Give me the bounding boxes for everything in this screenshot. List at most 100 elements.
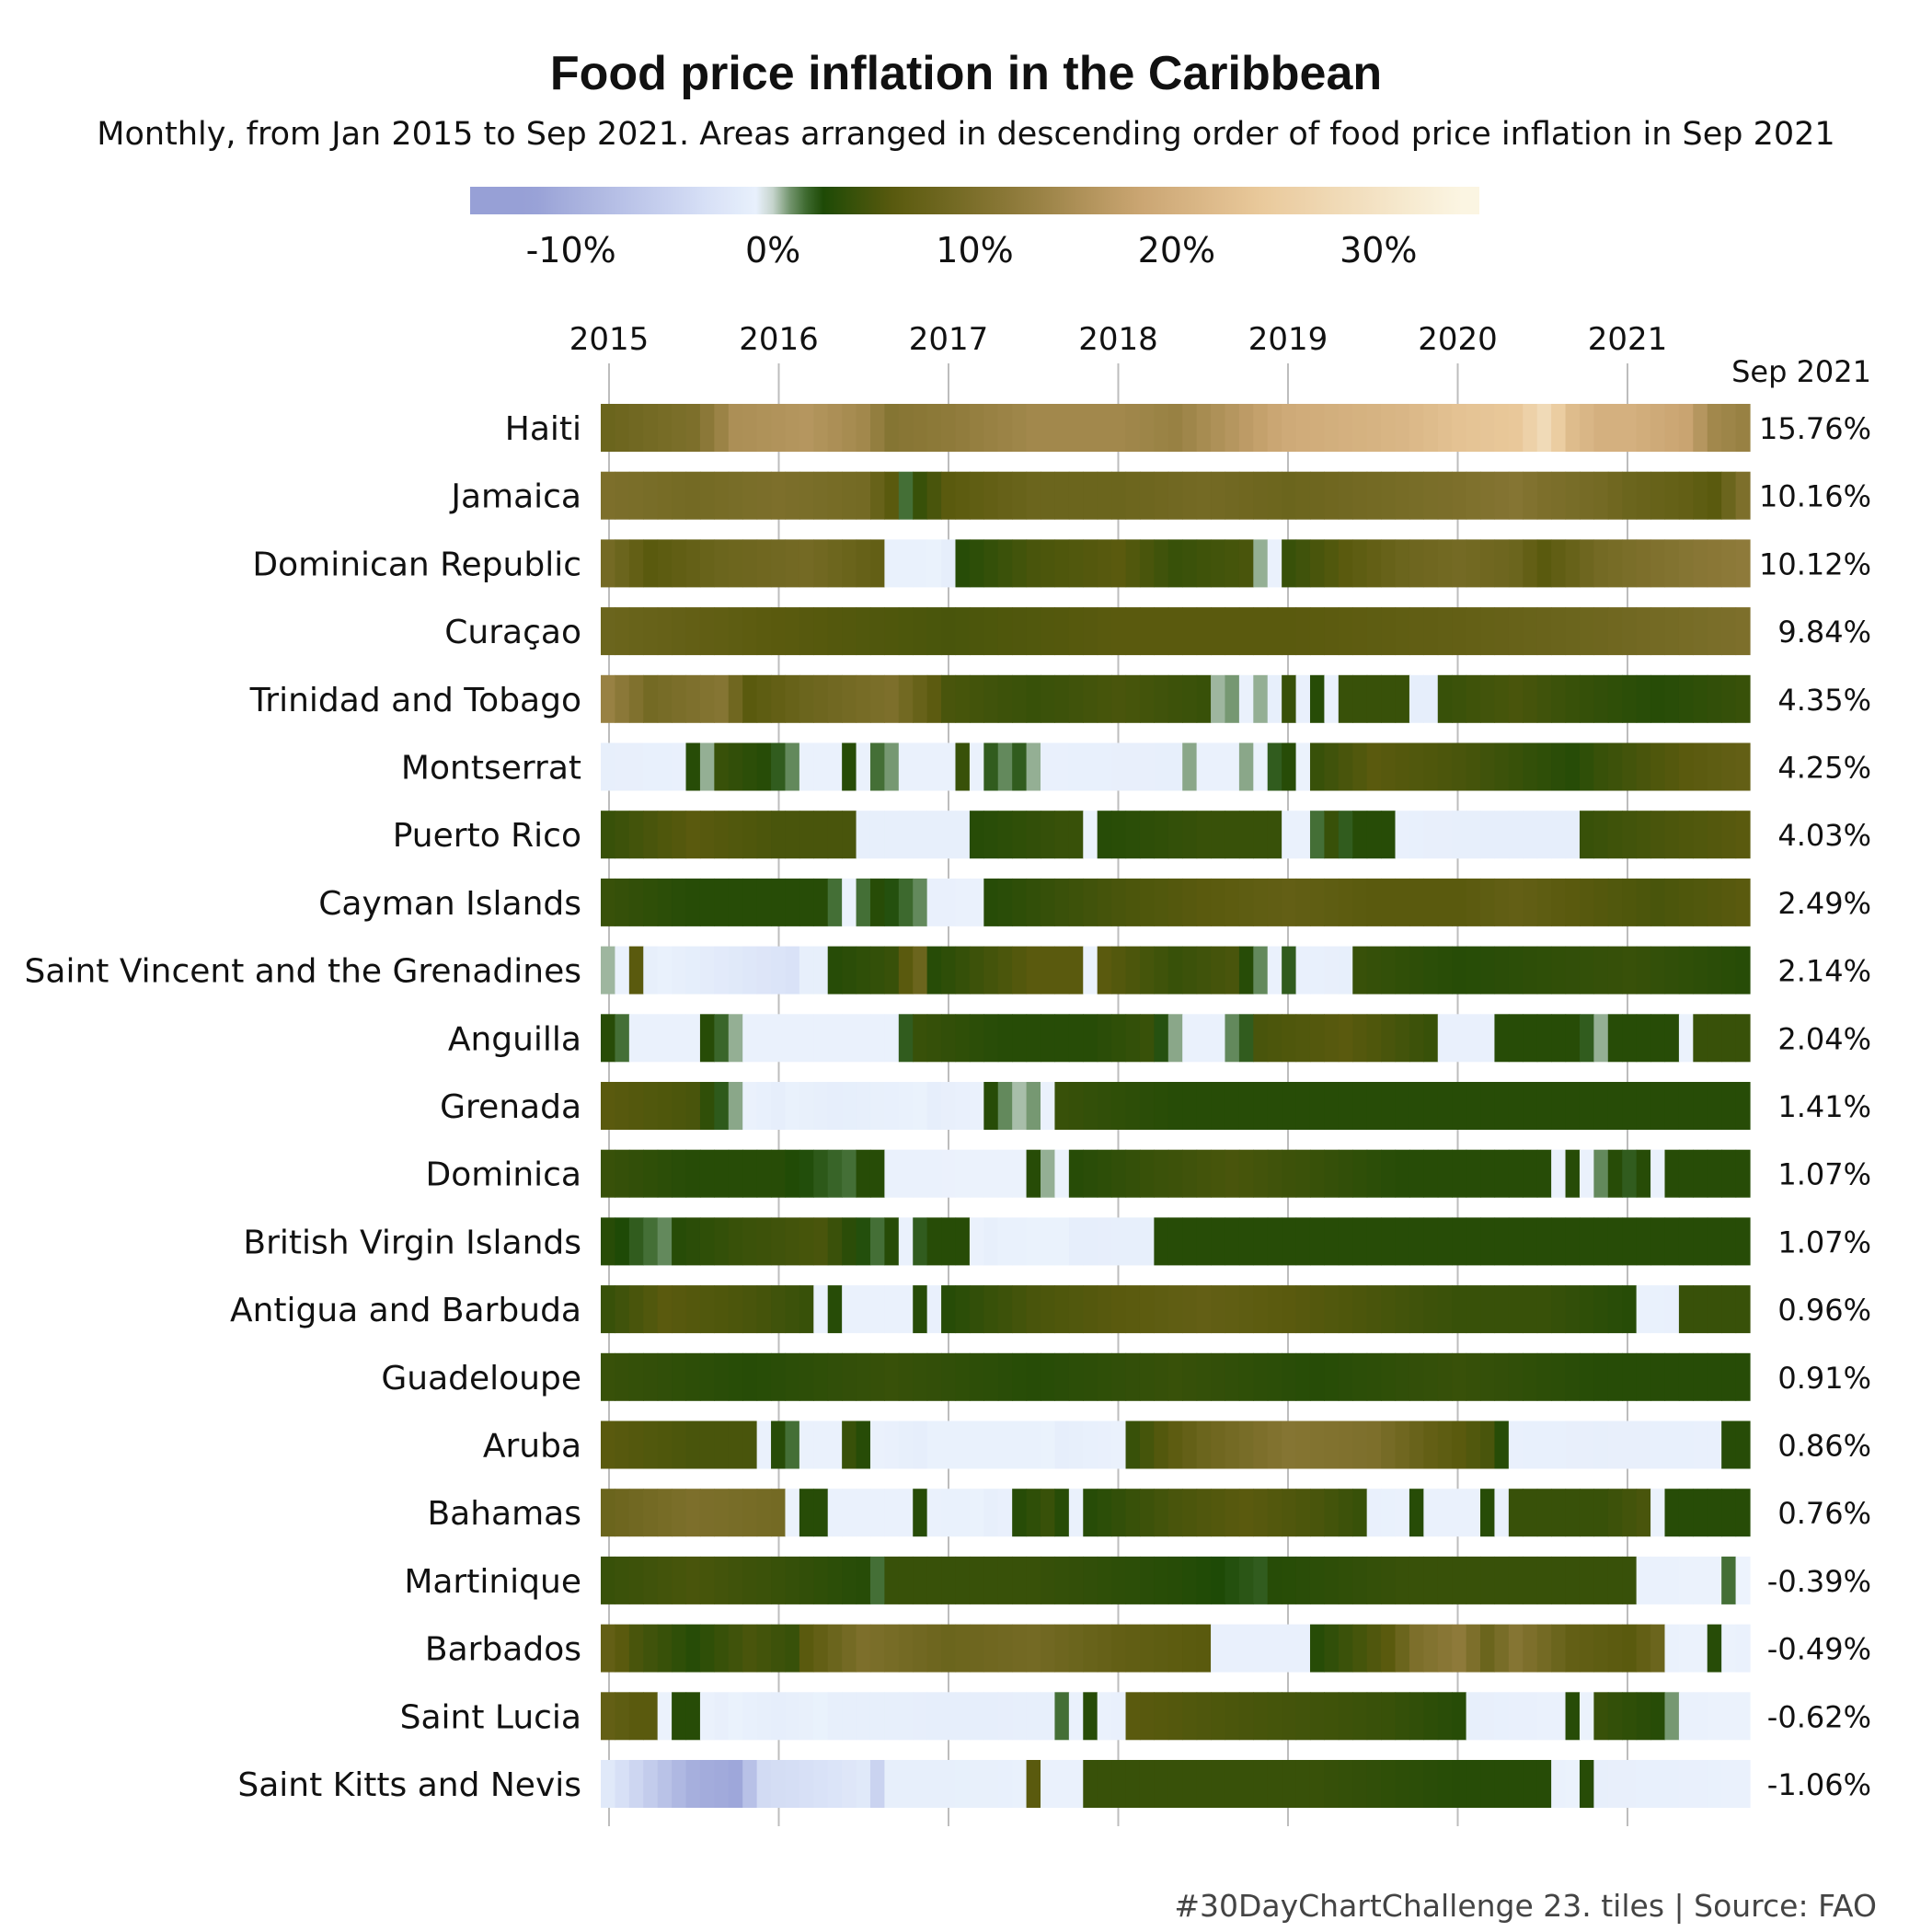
- tile: [771, 607, 787, 656]
- tile: [869, 471, 885, 520]
- tile: [997, 1352, 1013, 1401]
- tile: [1366, 674, 1382, 723]
- tile: [1678, 742, 1694, 791]
- tile: [1437, 946, 1453, 995]
- tile: [1579, 1420, 1594, 1469]
- tile: [1607, 1082, 1623, 1130]
- tile: [1508, 1285, 1524, 1334]
- tile: [1309, 1760, 1326, 1808]
- tile: [1125, 674, 1141, 723]
- tile: [601, 878, 616, 926]
- tile: [1026, 1014, 1041, 1063]
- tile: [1211, 1352, 1226, 1401]
- tile: [685, 1217, 701, 1266]
- tile: [1622, 742, 1638, 791]
- tile: [955, 539, 971, 588]
- tile: [1225, 946, 1240, 995]
- tile: [1267, 1420, 1282, 1469]
- tile: [997, 878, 1013, 926]
- tile: [1295, 1624, 1311, 1673]
- tile: [1309, 742, 1326, 791]
- tile: [1466, 1624, 1481, 1673]
- tile: [1593, 471, 1609, 520]
- tile: [969, 471, 984, 520]
- tile: [643, 1285, 659, 1334]
- tile: [997, 811, 1013, 859]
- tile: [1721, 1692, 1737, 1741]
- tile: [771, 1420, 787, 1469]
- tile: [1565, 674, 1581, 723]
- tile: [1707, 811, 1722, 859]
- tile: [756, 1014, 772, 1063]
- tile: [983, 811, 999, 859]
- tile: [1097, 878, 1112, 926]
- tile: [1452, 471, 1467, 520]
- tile: [913, 1760, 928, 1808]
- tile: [771, 471, 787, 520]
- tile: [1536, 539, 1552, 588]
- tile: [1282, 1217, 1297, 1266]
- tile: [699, 878, 715, 926]
- tile: [1352, 946, 1368, 995]
- tile: [1154, 674, 1169, 723]
- tile: [615, 1556, 630, 1604]
- tile: [1409, 607, 1424, 656]
- row-cura-ao: Curaçao 9.84%: [444, 607, 1871, 656]
- tile: [771, 1014, 787, 1063]
- tile: [1494, 1149, 1510, 1198]
- tile: [1721, 674, 1737, 723]
- tile: [1593, 1420, 1609, 1469]
- tile: [842, 1217, 857, 1266]
- tile: [1253, 1760, 1269, 1808]
- country-label: Antigua and Barbuda: [230, 1292, 581, 1329]
- tile: [1466, 1352, 1481, 1401]
- tile: [813, 878, 829, 926]
- tile: [785, 1556, 800, 1604]
- tile: [1097, 674, 1112, 723]
- tile: [1565, 742, 1581, 791]
- tile: [1650, 878, 1666, 926]
- tile: [1508, 811, 1524, 859]
- tile: [1395, 1489, 1410, 1537]
- tile: [1678, 1285, 1694, 1334]
- tile: [685, 946, 701, 995]
- tile: [969, 1149, 984, 1198]
- tile: [1267, 674, 1282, 723]
- tile: [1395, 404, 1410, 452]
- tile: [1238, 878, 1254, 926]
- tile: [714, 539, 730, 588]
- tile: [1182, 674, 1198, 723]
- tile: [1139, 1352, 1155, 1401]
- tile: [1409, 471, 1424, 520]
- tile: [997, 404, 1013, 452]
- tile: [1366, 878, 1382, 926]
- row-british-virgin-islands: British Virgin Islands 1.07%: [243, 1217, 1871, 1266]
- tile: [1508, 1352, 1524, 1401]
- tile: [1225, 1149, 1240, 1198]
- tile: [1466, 811, 1481, 859]
- tile: [1083, 674, 1098, 723]
- tile: [672, 1217, 687, 1266]
- tile: [799, 1692, 814, 1741]
- tile: [1267, 946, 1282, 995]
- tile: [1068, 1489, 1084, 1537]
- tile: [1650, 674, 1666, 723]
- tile: [955, 1760, 971, 1808]
- tile: [869, 1692, 885, 1741]
- tile: [643, 404, 659, 452]
- tile: [1196, 1556, 1212, 1604]
- tile: [1607, 742, 1623, 791]
- tile: [1579, 1489, 1594, 1537]
- country-label: Cayman Islands: [318, 885, 581, 923]
- tile: [643, 811, 659, 859]
- tile: [983, 674, 999, 723]
- tile: [714, 1489, 730, 1537]
- tile: [941, 539, 957, 588]
- tile: [884, 471, 900, 520]
- tile: [1650, 1217, 1666, 1266]
- tile: [1664, 811, 1680, 859]
- sep-2021-value: 0.86%: [1777, 1429, 1871, 1464]
- tile: [1395, 811, 1410, 859]
- tile: [601, 1285, 616, 1334]
- tile: [926, 1082, 942, 1130]
